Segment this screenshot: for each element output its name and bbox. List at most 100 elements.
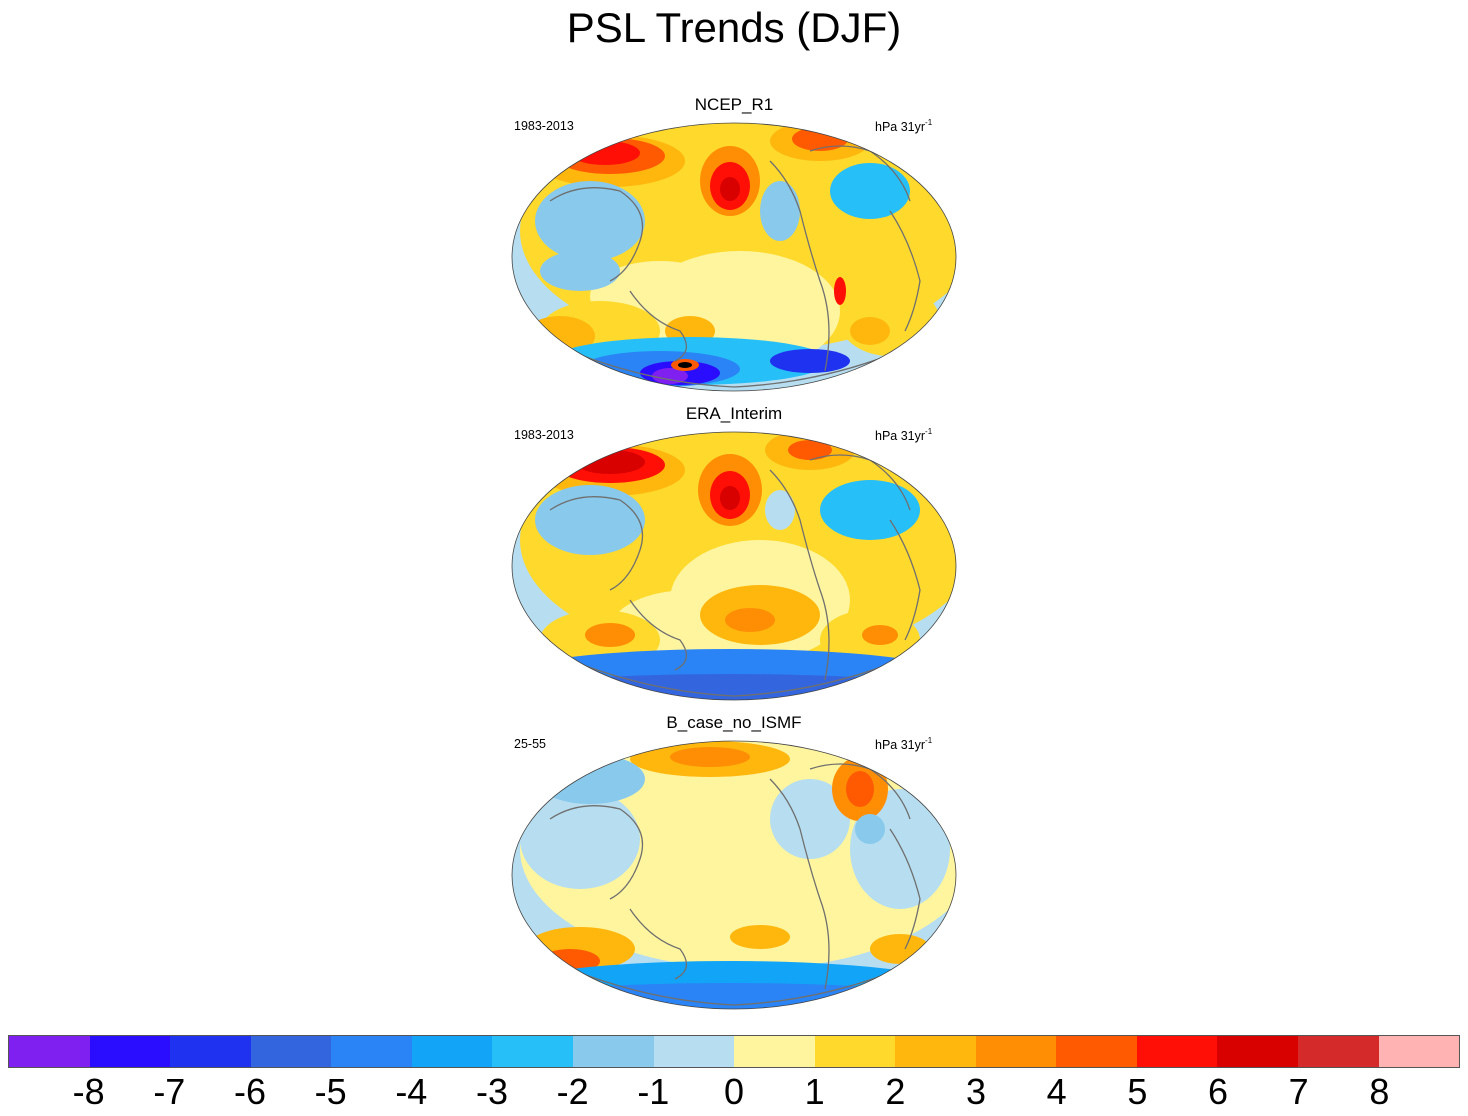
trend-contour <box>720 486 740 510</box>
trend-contour <box>570 141 640 165</box>
colorbar-swatch <box>170 1036 251 1067</box>
colorbar-tick-label: 4 <box>1046 1071 1067 1112</box>
colorbar-tick-label: -3 <box>475 1071 508 1112</box>
colorbar-swatch <box>492 1036 573 1067</box>
coastline <box>569 350 901 388</box>
colorbar-tick-label: -5 <box>314 1071 347 1112</box>
trend-contour <box>846 771 874 807</box>
coastline <box>549 805 644 900</box>
trend-contour <box>540 251 620 291</box>
colorbar-tick-label: -8 <box>72 1071 105 1112</box>
trend-contour <box>720 177 740 201</box>
trend-contour <box>840 286 940 356</box>
colorbar-tick-label: 5 <box>1127 1071 1148 1112</box>
trend-contour <box>830 163 910 219</box>
coastline <box>549 496 644 591</box>
trend-contour <box>585 623 635 647</box>
coastline <box>769 469 830 681</box>
panel-period: 1983-2013 <box>514 428 574 442</box>
trend-contour <box>788 440 832 460</box>
coastline <box>569 659 901 697</box>
colorbar-swatch <box>895 1036 976 1067</box>
colorbar-swatch <box>89 1036 171 1067</box>
trend-contour <box>678 362 692 368</box>
colorbar-swatch <box>250 1036 332 1067</box>
trend-contour <box>530 983 930 1009</box>
trend-contour <box>652 368 688 384</box>
colorbar-tick-label: 6 <box>1207 1071 1229 1112</box>
panel-units: hPa 31yr-1 <box>875 736 933 752</box>
colorbar-swatch <box>1217 1036 1298 1067</box>
colorbar-tick-label: -1 <box>637 1071 670 1112</box>
coastline <box>629 599 687 671</box>
colorbar-labels: -8 -7 -6 -5 -4 -3 -2 -1 0 1 2 3 4 5 6 7 8 <box>0 1072 1468 1116</box>
colorbar-tick-label: 0 <box>723 1071 745 1112</box>
trend-contour <box>725 608 775 632</box>
panel-title: ERA_Interim <box>685 404 783 423</box>
colorbar-swatch <box>1298 1036 1379 1067</box>
colorbar <box>8 1035 1460 1068</box>
colorbar-swatch <box>331 1036 412 1067</box>
coastline <box>769 160 830 372</box>
coastline <box>569 968 901 1006</box>
map-outline <box>511 122 957 392</box>
trend-contour <box>770 349 850 373</box>
panel-period: 25-55 <box>514 737 546 751</box>
trend-contour <box>820 480 920 540</box>
trend-contour <box>535 181 645 261</box>
map-outline <box>511 740 957 1010</box>
panel-units: hPa 31yr-1 <box>875 118 933 134</box>
coastline <box>629 290 687 362</box>
trend-contour <box>580 779 820 939</box>
panel-b-case-no-ismf: B_case_no_ISMF 25-55 hPa 31yr-1 <box>500 713 968 1013</box>
trend-contour <box>670 747 750 767</box>
panel-era-interim: ERA_Interim 1983-2013 hPa 31yr-1 <box>500 404 968 704</box>
colorbar-tick-label: -2 <box>556 1071 589 1112</box>
coastline <box>889 210 921 332</box>
trend-contour <box>770 779 850 859</box>
colorbar-tick-label: -4 <box>395 1071 428 1112</box>
coastline <box>889 519 921 641</box>
colorbar-tick-label: 8 <box>1369 1071 1390 1112</box>
colorbar-tick-label: 2 <box>885 1071 906 1112</box>
colorbar-swatch <box>572 1036 654 1067</box>
trend-contour <box>730 925 790 949</box>
trend-contour <box>850 317 890 345</box>
colorbar-swatch <box>411 1036 493 1067</box>
trend-contour <box>535 754 645 804</box>
trend-contour <box>520 789 640 889</box>
coastline <box>889 828 921 950</box>
trend-contour <box>765 490 795 530</box>
coastline <box>629 908 687 980</box>
trend-contour <box>575 450 645 474</box>
trend-contour <box>870 934 930 964</box>
colorbar-swatch <box>734 1036 815 1067</box>
panel-title: NCEP_R1 <box>694 95 774 114</box>
colorbar-swatch <box>1378 1036 1460 1067</box>
panel-units: hPa 31yr-1 <box>875 427 933 443</box>
map-outline <box>511 431 957 701</box>
trend-contour <box>760 181 800 241</box>
colorbar-swatch <box>975 1036 1057 1067</box>
colorbar-swatch <box>1136 1036 1218 1067</box>
panel-ncep-r1: NCEP_R1 1983-2013 hPa 31yr-1 <box>500 95 968 395</box>
coastline <box>549 187 644 282</box>
figure-title: PSL Trends (DJF) <box>566 4 902 51</box>
coastline <box>769 778 830 990</box>
colorbar-swatch <box>814 1036 896 1067</box>
trend-map <box>511 431 957 701</box>
colorbar-tick-label: 7 <box>1288 1071 1309 1112</box>
colorbar-tick-label: -6 <box>233 1071 266 1112</box>
trend-contour <box>530 674 930 700</box>
colorbar-swatch <box>1056 1036 1137 1067</box>
trend-map <box>511 122 957 392</box>
trend-contour <box>834 277 846 305</box>
colorbar-swatch <box>9 1036 90 1067</box>
colorbar-swatch <box>653 1036 735 1067</box>
trend-map <box>511 740 957 1010</box>
panel-title: B_case_no_ISMF <box>666 713 802 732</box>
colorbar-tick-label: 1 <box>804 1071 825 1112</box>
trend-contour <box>535 485 645 555</box>
trend-contour <box>862 625 898 645</box>
panel-period: 1983-2013 <box>514 119 574 133</box>
